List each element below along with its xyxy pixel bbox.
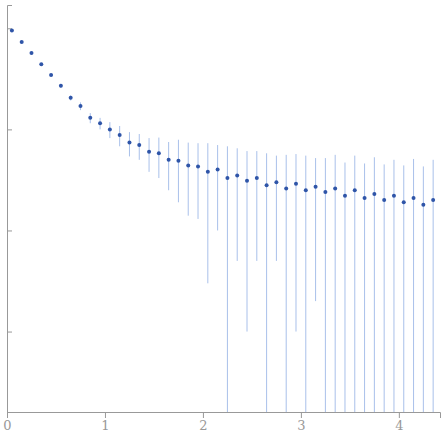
data-point [29,51,33,55]
error-bar [227,146,228,412]
data-point [69,96,73,100]
y-tick-mark [7,332,12,333]
data-point [225,176,229,180]
data-point [157,151,161,155]
error-bar [354,156,355,412]
error-bar [364,163,365,412]
data-point [392,194,396,198]
marks [10,29,435,412]
x-tick-label: 2 [199,418,207,433]
data-point [323,190,327,194]
x-tick: 1 [101,412,109,433]
error-bar [344,163,345,412]
x-tick: 3 [297,412,305,433]
data-point [147,150,151,154]
x-axis: 0 1 2 3 4 [3,412,440,433]
x-tick-label: 3 [297,418,305,433]
data-point [20,40,24,44]
error-bar [286,155,287,412]
data-point [353,188,357,192]
x-tick: 0 [3,412,11,433]
y-tick [7,230,12,231]
plot-area: 0 1 2 3 4 [3,6,440,434]
x-tick: 2 [199,412,207,433]
error-bar [335,155,336,412]
data-point [412,196,416,200]
data-point [196,164,200,168]
x-tick-mark [105,412,106,418]
x-tick-label: 0 [3,418,11,433]
data-point [304,188,308,192]
data-point [167,158,171,162]
data-point [382,198,386,202]
error-bar [295,154,296,331]
error-bar [168,142,169,190]
data-point [235,173,239,177]
error-bar [237,148,238,261]
error-bar [433,160,434,412]
data-point [10,29,14,33]
data-point [333,187,337,191]
data-point [216,168,220,172]
data-point [265,183,269,187]
error-bar [305,156,306,412]
y-tick-mark [7,230,12,231]
data-point [255,176,259,180]
y-axis-line [8,6,13,413]
chart: 0 1 2 3 4 [0,0,448,437]
x-axis-line [8,413,441,419]
error-bar [276,156,277,261]
data-point [39,62,43,66]
x-tick-label: 4 [395,418,403,433]
data-point [206,170,210,174]
y-tick [7,332,12,333]
error-bar [207,143,208,283]
error-bar [217,145,218,230]
error-bar [198,143,199,219]
data-point [78,104,82,108]
y-axis [7,6,12,413]
data-point [245,179,249,183]
error-bar [158,138,159,178]
data-point [49,73,53,77]
data-point [284,187,288,191]
data-point [137,143,141,147]
data-point [402,200,406,204]
data-point [343,194,347,198]
error-bar [256,151,257,261]
error-bar [178,140,179,203]
data-point [294,182,298,186]
data-point [176,159,180,163]
data-point [98,121,102,125]
data-point [421,203,425,207]
data-point [127,141,131,145]
error-bar [266,153,267,412]
error-bar [188,143,189,216]
data-point [186,163,190,167]
error-bar [315,158,316,301]
x-tick: 4 [395,412,403,433]
data-point [108,127,112,131]
data-point [363,196,367,200]
y-tick-mark [7,129,12,130]
data-point [59,84,63,88]
data-point [118,133,122,137]
x-tick-mark [301,412,302,418]
error-bar [325,158,326,412]
error-bar [247,151,248,331]
x-tick-mark [203,412,204,418]
x-tick-label: 1 [101,418,109,433]
data-point [314,185,318,189]
data-point [88,116,92,120]
x-tick-mark [399,412,400,418]
error-bar [149,138,150,172]
data-point [372,192,376,196]
data-point [274,180,278,184]
data-point [431,198,435,202]
y-tick [7,129,12,130]
